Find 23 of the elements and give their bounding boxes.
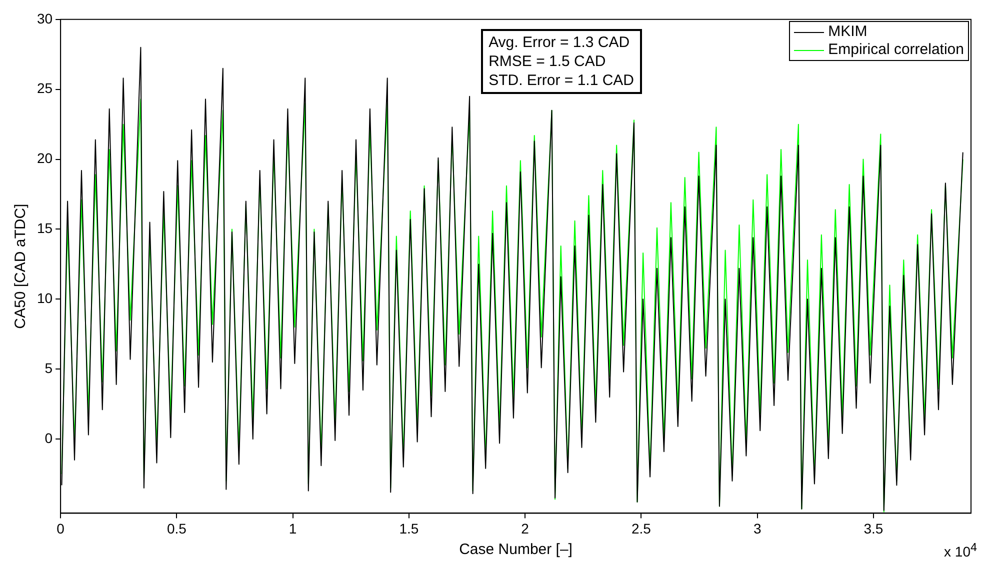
x-tick-label: 3 (753, 520, 762, 536)
y-tick-label: 20 (36, 150, 53, 166)
x-tick-label: 1.5 (399, 520, 419, 536)
x-tick-label: 2.5 (631, 520, 652, 536)
y-tick-label: 10 (36, 290, 53, 306)
legend-label: MKIM (828, 23, 868, 42)
x-tick-label: 1 (288, 520, 297, 536)
y-axis-title: CA50 [CAD aTDC] (12, 204, 30, 329)
legend-label: Empirical correlation (828, 41, 964, 60)
x-tick-label: 2 (521, 520, 530, 536)
y-tick-label: 25 (36, 80, 53, 96)
y-tick-label: 15 (36, 220, 53, 236)
annotation: RMSE = 1.5 CAD (488, 52, 607, 72)
x-tick-label: 0.5 (166, 520, 187, 536)
annotation: Avg. Error = 1.3 CAD (488, 33, 631, 52)
x-tick-label: 0 (56, 520, 65, 536)
text: x 10$^{4}$ (944, 541, 977, 560)
x-tick-label: 3.5 (864, 520, 884, 536)
x-axis-title: Case Number [–] (459, 541, 572, 558)
annotation: STD. Error = 1.1 CAD (488, 71, 634, 90)
y-tick-label: 0 (44, 430, 53, 446)
y-tick-label: 30 (36, 10, 53, 26)
y-tick-label: 5 (44, 360, 53, 376)
